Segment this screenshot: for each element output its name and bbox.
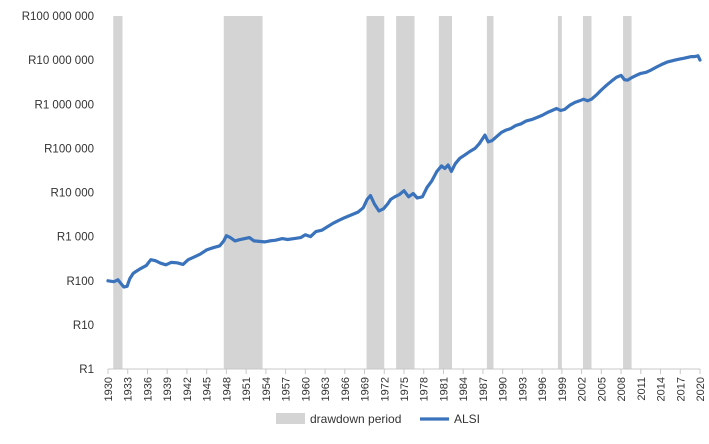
legend-label-drawdown: drawdown period [310,412,401,426]
y-tick-label: R100 000 000 [22,11,94,23]
x-tick-label: 1948 [221,377,233,401]
y-tick-label: R10 [73,320,94,332]
x-tick-label: 1951 [241,377,253,401]
drawdown-band-9 [623,16,632,369]
x-tick-label: 1987 [478,377,490,401]
x-tick-label: 1975 [399,377,411,401]
drawdown-band-8 [582,16,592,369]
x-tick-label: 1933 [123,377,135,401]
drawdown-band-7 [557,16,562,369]
x-tick-label: 2008 [616,377,628,401]
drawdown-band-1 [113,16,123,369]
x-tick-label: 1978 [419,377,431,401]
x-tick-label: 2020 [695,377,707,401]
legend-swatch-drawdown [276,413,305,424]
x-tick-label: 1999 [557,377,569,401]
drawdown-band-3 [366,16,385,369]
x-tick-label: 1954 [261,377,273,401]
series-line-alsi [106,54,702,289]
x-tick-label: 1993 [517,377,529,401]
drawdown-band-2 [223,16,263,369]
x-tick-label: 1942 [182,377,194,401]
x-tick-label: 1966 [340,377,352,401]
y-tick-label: R1 [79,364,94,376]
y-tick-label: R100 [67,276,95,288]
y-tick-label: R10 000 [51,188,94,200]
x-tick-label: 1981 [438,377,450,401]
x-tick-label: 1957 [281,377,293,401]
x-tick-label: 1969 [360,377,372,401]
legend: drawdown period ALSI [276,412,480,426]
x-tick-label: 1984 [458,377,470,401]
series-layer [106,54,702,289]
y-tick-label: R10 000 000 [28,55,94,67]
y-tick-label: R1 000 [57,232,94,244]
x-tick-label: 1996 [537,377,549,401]
x-tick-label: 1945 [202,377,214,401]
x-tick-label: 2014 [656,377,668,401]
y-tick-label: R100 000 [44,143,94,155]
y-tick-label: R1 000 000 [35,99,94,111]
x-tick-label: 2017 [675,377,687,401]
drawdown-band-6 [486,16,494,369]
x-tick-label: 1990 [498,377,510,401]
x-tick-label: 2005 [596,377,608,401]
x-tick-label: 1972 [379,377,391,401]
x-tick-label: 1960 [300,377,312,401]
axes: R1 R10 R100 R1 000 R10 000 R100 000 R1 000 000… [22,11,707,401]
drawdown-band-5 [438,16,453,369]
drawdown-bands [113,16,632,369]
x-tick-label: 1963 [320,377,332,401]
x-tick-label: 1936 [142,377,154,401]
x-tick-label: 1939 [162,377,174,401]
x-tick-label: 1930 [103,377,115,401]
legend-label-alsi: ALSI [454,412,480,426]
x-tick-label: 2002 [577,377,589,401]
x-tick-label: 2011 [636,377,648,401]
